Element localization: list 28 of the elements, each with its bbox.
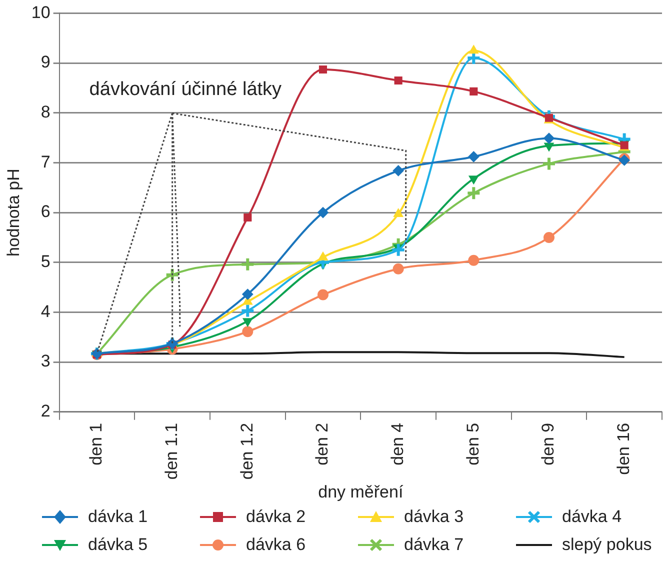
x-tick-label: den 9 xyxy=(538,422,558,466)
legend-label: slepý pokus xyxy=(562,535,652,555)
y-tick-label: 6 xyxy=(40,202,50,222)
x-tick-label: den 1.1 xyxy=(162,422,181,480)
x-axis-title: dny měření xyxy=(318,482,404,502)
y-tick-label: 4 xyxy=(40,302,50,321)
y-tick-label: 9 xyxy=(40,52,50,72)
legend-label: dávka 3 xyxy=(404,507,464,527)
legend-label: dávka 7 xyxy=(404,535,464,555)
legend-label: dávka 1 xyxy=(88,507,148,527)
y-tick-label: 5 xyxy=(40,252,50,272)
legend-label: dávka 5 xyxy=(88,535,148,555)
y-tick-label: 7 xyxy=(40,152,50,172)
x-tick-label: den 4 xyxy=(388,422,408,466)
legend-label: dávka 4 xyxy=(562,507,622,527)
x-tick-label: den 2 xyxy=(312,422,332,466)
y-tick-label: 3 xyxy=(40,352,50,371)
legend-label: dávka 2 xyxy=(246,507,306,527)
annotation: dávkování účinné látky xyxy=(89,79,282,100)
legend-label: dávka 6 xyxy=(246,535,306,555)
y-axis-title: hodnota pH xyxy=(4,168,23,256)
x-tick-label: den 1 xyxy=(86,422,106,466)
y-tick-label: 2 xyxy=(40,402,50,421)
x-tick-label: den 1.2 xyxy=(237,422,256,480)
y-tick-label: 10 xyxy=(31,2,50,22)
y-tick-label: 8 xyxy=(40,102,50,122)
x-tick-label: den 5 xyxy=(463,422,482,466)
x-tick-label: den 16 xyxy=(614,422,634,475)
